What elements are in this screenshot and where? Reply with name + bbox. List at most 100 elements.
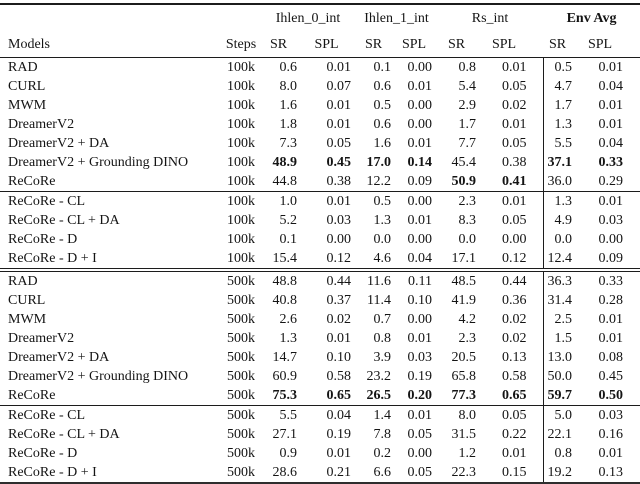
metric-value-cell: 0.19 xyxy=(326,427,352,442)
metric-value-cell: 0.1 xyxy=(279,232,298,247)
metric-value-cell: 5.5 xyxy=(542,134,578,153)
metric-value-cell: 0.01 xyxy=(407,408,433,423)
metric-value-cell: 1.0 xyxy=(279,194,298,209)
metric-value-cell: 0.14 xyxy=(407,155,433,170)
metric-value-cell: 1.8 xyxy=(279,117,298,132)
metric-value-cell: 1.3 xyxy=(279,331,298,346)
metric-value-cell: 0.11 xyxy=(408,274,433,289)
metric-value-cell: 0.05 xyxy=(326,136,352,151)
table-row: ReCoRe - D 100k 0.1 0.00 0.0 0.00 0.0 0.00 0.0 0.… xyxy=(0,230,640,249)
table-row: ReCoRe - CL 500k 5.5 0.04 1.4 0.01 8.0 0.05 5.0 0… xyxy=(0,405,640,425)
steps-cell: 100k xyxy=(227,194,255,209)
model-name-cell: ReCoRe - CL + DA xyxy=(8,213,120,228)
metric-value-cell: 31.5 xyxy=(451,427,477,442)
model-name-cell: DreamerV2 + Grounding DINO xyxy=(8,369,189,384)
metric-value-cell: 0.2 xyxy=(373,446,392,461)
models-column-header: Models xyxy=(0,32,222,58)
metric-value-cell: 37.1 xyxy=(542,153,578,172)
metric-value-cell: 41.9 xyxy=(451,293,477,308)
table-row: CURL 500k 40.8 0.37 11.4 0.10 41.9 0.36 31.4 0.28 xyxy=(0,291,640,310)
metric-value-cell: 0.50 xyxy=(577,386,640,406)
metric-value-cell: 5.0 xyxy=(542,405,578,425)
table-row: CURL 100k 8.0 0.07 0.6 0.01 5.4 0.05 4.7 0.04 xyxy=(0,77,640,96)
steps-cell: 100k xyxy=(227,136,255,151)
steps-cell: 500k xyxy=(227,446,255,461)
metric-value-cell: 1.6 xyxy=(373,136,392,151)
metric-value-cell: 0.02 xyxy=(502,98,527,113)
metric-value-cell: 0.41 xyxy=(481,172,544,192)
table-row: ReCoRe - CL + DA 100k 5.2 0.03 1.3 0.01 8.3 0.0… xyxy=(0,211,640,230)
table-row: ReCoRe - D 500k 0.9 0.01 0.2 0.00 1.2 0.01 0.8 0.… xyxy=(0,444,640,463)
steps-column-header: Steps xyxy=(222,32,260,58)
metric-value-cell: 50.9 xyxy=(437,172,482,192)
sr-column-header: SR xyxy=(543,32,578,58)
metric-value-cell: 0.21 xyxy=(326,465,352,480)
table-row: DreamerV2 + Grounding DINO 100k 48.9 0.45 17… xyxy=(0,153,640,172)
metric-value-cell: 1.3 xyxy=(373,213,392,228)
steps-cell: 500k xyxy=(227,274,255,289)
steps-cell: 500k xyxy=(222,386,260,406)
metric-value-cell: 48.5 xyxy=(451,274,477,289)
metric-value-cell: 0.01 xyxy=(502,194,527,209)
metric-value-cell: 0.04 xyxy=(598,136,624,151)
steps-cell: 100k xyxy=(227,98,255,113)
metric-value-cell: 0.37 xyxy=(326,293,352,308)
metric-value-cell: 77.3 xyxy=(437,386,482,406)
col-group-env-avg: Env Avg xyxy=(566,10,617,26)
metric-value-cell: 0.01 xyxy=(598,60,624,75)
metric-value-cell: 0.36 xyxy=(502,293,527,308)
results-table: Ihlen_0_int Ihlen_1_int Rs_int Env Avg M… xyxy=(0,3,640,484)
metric-value-cell: 45.4 xyxy=(451,155,477,170)
model-name-cell: ReCoRe - D xyxy=(8,232,78,247)
model-name-cell: ReCoRe - D + I xyxy=(0,249,222,272)
metric-value-cell: 44.8 xyxy=(260,172,302,192)
metric-value-cell: 11.4 xyxy=(367,293,392,308)
table-row: DreamerV2 + Grounding DINO 500k 60.9 0.58 23… xyxy=(0,367,640,386)
metric-value-cell: 8.0 xyxy=(279,79,298,94)
steps-cell: 100k xyxy=(227,213,255,228)
metric-value-cell: 22.1 xyxy=(542,425,578,444)
metric-value-cell: 0.10 xyxy=(326,350,352,365)
metric-value-cell: 0.05 xyxy=(407,465,433,480)
col-group-rs-int: Rs_int xyxy=(471,10,509,26)
metric-value-cell: 0.12 xyxy=(302,249,357,272)
metric-value-cell: 1.6 xyxy=(279,98,298,113)
metric-value-cell: 0.01 xyxy=(598,446,624,461)
metric-value-cell: 23.2 xyxy=(366,369,392,384)
steps-cell: 500k xyxy=(227,465,255,480)
steps-cell: 100k xyxy=(227,155,255,170)
metric-value-cell: 0.58 xyxy=(326,369,352,384)
metric-value-cell: 5.4 xyxy=(458,79,477,94)
model-name-cell: ReCoRe - CL xyxy=(8,408,85,423)
table-row: DreamerV2 500k 1.3 0.01 0.8 0.01 2.3 0.02 1.5 0.0… xyxy=(0,329,640,348)
steps-cell: 500k xyxy=(227,408,255,423)
metric-value-cell: 0.6 xyxy=(373,79,392,94)
table-row: DreamerV2 + DA 100k 7.3 0.05 1.6 0.01 7.7 0.05 5… xyxy=(0,134,640,153)
metric-value-cell: 0.05 xyxy=(502,408,527,423)
metric-value-cell: 12.2 xyxy=(356,172,397,192)
table-body: RAD 100k 0.6 0.01 0.1 0.00 0.8 0.01 0.5 0.01 CURL 1… xyxy=(0,57,640,483)
metric-value-cell: 7.8 xyxy=(373,427,392,442)
metric-value-cell: 2.6 xyxy=(279,312,298,327)
metric-value-cell: 0.09 xyxy=(577,249,640,272)
metric-value-cell: 5.5 xyxy=(279,408,298,423)
column-group-row: Ihlen_0_int Ihlen_1_int Rs_int Env Avg xyxy=(0,4,640,32)
metric-value-cell: 0.01 xyxy=(598,312,624,327)
metric-value-cell: 1.4 xyxy=(373,408,392,423)
metric-value-cell: 31.4 xyxy=(542,291,578,310)
metric-value-cell: 0.07 xyxy=(326,79,352,94)
metric-value-cell: 0.01 xyxy=(502,60,527,75)
metric-value-cell: 0.02 xyxy=(502,331,527,346)
table-header: Ihlen_0_int Ihlen_1_int Rs_int Env Avg M… xyxy=(0,4,640,58)
model-name-cell: ReCoRe xyxy=(0,386,222,406)
metric-value-cell: 0.01 xyxy=(502,117,527,132)
metric-value-cell: 0.02 xyxy=(502,312,527,327)
metric-value-cell: 0.04 xyxy=(598,79,624,94)
metric-value-cell: 0.5 xyxy=(373,98,392,113)
model-name-cell: CURL xyxy=(8,79,46,94)
model-name-cell: DreamerV2 + DA xyxy=(8,350,110,365)
metric-value-cell: 0.20 xyxy=(396,386,438,406)
metric-value-cell: 2.9 xyxy=(458,98,477,113)
metric-value-cell: 1.7 xyxy=(542,96,578,115)
metric-value-cell: 0.7 xyxy=(373,312,392,327)
